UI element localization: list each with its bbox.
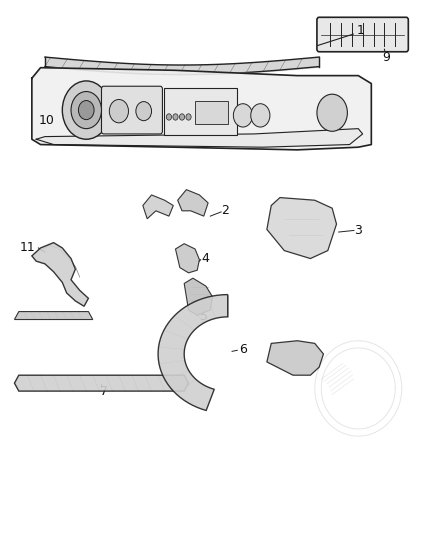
Polygon shape [267, 198, 336, 259]
Circle shape [233, 104, 253, 127]
FancyBboxPatch shape [317, 17, 408, 52]
Circle shape [136, 102, 152, 120]
FancyBboxPatch shape [195, 101, 228, 124]
Circle shape [251, 104, 270, 127]
Polygon shape [143, 195, 173, 219]
Text: 2: 2 [222, 204, 230, 217]
Text: 9: 9 [383, 51, 391, 63]
Polygon shape [176, 244, 199, 273]
Text: 6: 6 [239, 343, 247, 356]
Polygon shape [36, 128, 363, 147]
Text: 4: 4 [201, 252, 209, 265]
Polygon shape [14, 312, 93, 319]
Polygon shape [158, 295, 228, 410]
Circle shape [173, 114, 178, 120]
Circle shape [110, 100, 128, 123]
Text: 3: 3 [354, 224, 362, 237]
Polygon shape [14, 375, 188, 391]
Circle shape [78, 101, 94, 119]
Polygon shape [184, 278, 212, 316]
Polygon shape [32, 68, 371, 150]
Polygon shape [267, 341, 323, 375]
Circle shape [62, 81, 110, 139]
Text: 7: 7 [100, 385, 108, 398]
FancyBboxPatch shape [102, 86, 162, 134]
Circle shape [166, 114, 172, 120]
Circle shape [71, 92, 102, 128]
Circle shape [317, 94, 347, 131]
FancyBboxPatch shape [164, 88, 237, 135]
Polygon shape [178, 190, 208, 216]
Circle shape [180, 114, 185, 120]
Polygon shape [32, 243, 88, 306]
Text: 11: 11 [20, 241, 35, 254]
Text: 1: 1 [357, 24, 364, 37]
Text: 10: 10 [39, 114, 55, 127]
Text: 5: 5 [200, 310, 208, 324]
Circle shape [186, 114, 191, 120]
